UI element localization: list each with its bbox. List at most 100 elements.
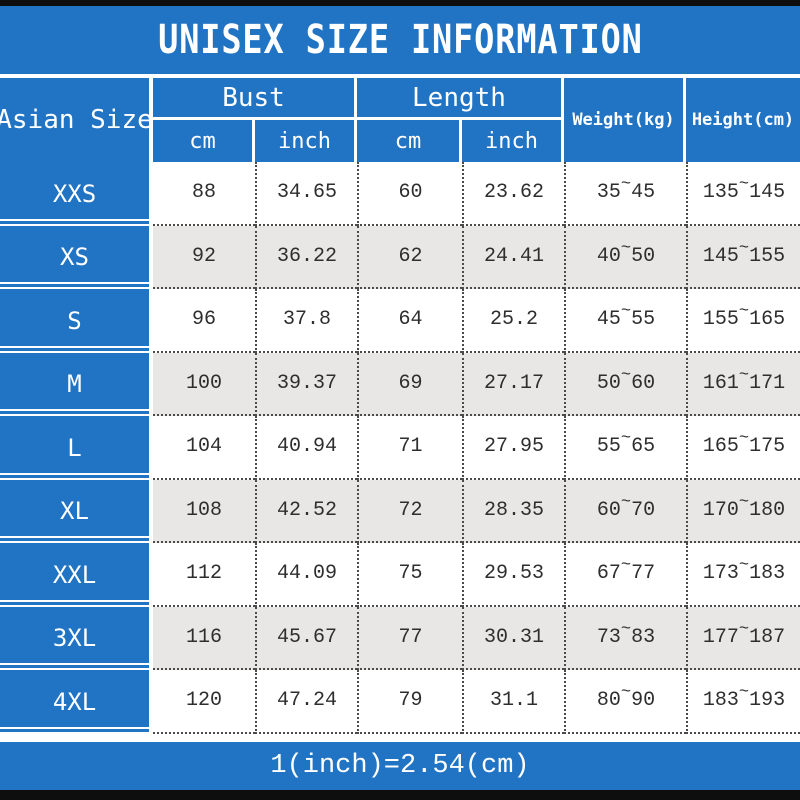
bottom-border-bar xyxy=(0,789,800,800)
tilde-separator: ~ xyxy=(620,175,632,195)
weight-max-value: 50 xyxy=(631,244,656,268)
length-inch-value: 27.17 xyxy=(462,352,564,416)
bust-cm-value: 88 xyxy=(153,162,255,226)
size-label: L xyxy=(0,416,153,480)
weight-range: 50 ~ 60 xyxy=(564,352,686,416)
subheader-length-cm: cm xyxy=(357,120,462,162)
height-range: 155 ~ 165 xyxy=(686,289,800,353)
size-label: 4XL xyxy=(0,670,153,734)
column-header-bust: Bust xyxy=(153,78,357,120)
height-range: 183 ~ 193 xyxy=(686,670,800,734)
height-max-value: 187 xyxy=(749,625,786,649)
conversion-note: 1(inch)=2.54(cm) xyxy=(270,750,530,781)
length-cm-value: 79 xyxy=(357,670,462,734)
bust-cm-value: 104 xyxy=(153,416,255,480)
table-body: XXS 88 34.65 60 23.62 35 ~ 45 135 ~ 145 … xyxy=(0,162,800,734)
weight-min-value: 60 xyxy=(596,498,621,522)
length-inch-value: 25.2 xyxy=(462,289,564,353)
weight-max-value: 90 xyxy=(631,689,656,713)
weight-range: 80 ~ 90 xyxy=(564,670,686,734)
bust-cm-value: 112 xyxy=(153,543,255,607)
height-min-value: 170 xyxy=(702,498,739,522)
length-inch-value: 27.95 xyxy=(462,416,564,480)
height-range: 145 ~ 155 xyxy=(686,225,800,289)
tilde-separator: ~ xyxy=(738,556,750,576)
bust-cm-value: 96 xyxy=(153,289,255,353)
bust-inch-value: 36.22 xyxy=(255,225,357,289)
column-header-height: Height(cm) xyxy=(686,78,800,162)
bust-inch-value: 34.65 xyxy=(255,162,357,226)
tilde-separator: ~ xyxy=(620,619,632,639)
weight-min-value: 73 xyxy=(596,625,621,649)
divider xyxy=(0,733,800,742)
length-cm-value: 72 xyxy=(357,479,462,543)
tilde-separator: ~ xyxy=(738,492,750,512)
subheader-length-inch: inch xyxy=(462,120,564,162)
table-row: XXL 112 44.09 75 29.53 67 ~ 77 173 ~ 183 xyxy=(0,543,800,607)
page-title: UNISEX SIZE INFORMATION xyxy=(157,17,643,63)
height-max-value: 171 xyxy=(749,371,786,395)
height-min-value: 161 xyxy=(702,371,739,395)
tilde-separator: ~ xyxy=(620,365,632,385)
height-min-value: 165 xyxy=(702,435,739,459)
weight-range: 45 ~ 55 xyxy=(564,289,686,353)
height-range: 177 ~ 187 xyxy=(686,606,800,670)
subheader-bust-cm: cm xyxy=(153,120,255,162)
weight-range: 67 ~ 77 xyxy=(564,543,686,607)
weight-min-value: 80 xyxy=(596,689,621,713)
conversion-note-bar: 1(inch)=2.54(cm) xyxy=(0,741,800,790)
height-min-value: 173 xyxy=(702,562,739,586)
height-max-value: 183 xyxy=(749,562,786,586)
weight-min-value: 55 xyxy=(596,435,621,459)
weight-min-value: 40 xyxy=(596,244,621,268)
size-label: XS xyxy=(0,225,153,289)
weight-max-value: 55 xyxy=(631,308,656,332)
weight-range: 40 ~ 50 xyxy=(564,225,686,289)
tilde-separator: ~ xyxy=(620,492,632,512)
height-max-value: 145 xyxy=(749,181,786,205)
bust-inch-value: 42.52 xyxy=(255,479,357,543)
length-cm-value: 69 xyxy=(357,352,462,416)
size-label: XXL xyxy=(0,543,153,607)
bust-inch-value: 47.24 xyxy=(255,670,357,734)
length-cm-value: 62 xyxy=(357,225,462,289)
tilde-separator: ~ xyxy=(620,556,632,576)
length-inch-value: 30.31 xyxy=(462,606,564,670)
length-inch-value: 31.1 xyxy=(462,670,564,734)
weight-max-value: 70 xyxy=(631,498,656,522)
length-cm-value: 64 xyxy=(357,289,462,353)
subheader-bust-inch: inch xyxy=(255,120,357,162)
height-max-value: 193 xyxy=(749,689,786,713)
table-row: 3XL 116 45.67 77 30.31 73 ~ 83 177 ~ 187 xyxy=(0,606,800,670)
length-cm-value: 75 xyxy=(357,543,462,607)
bust-cm-value: 108 xyxy=(153,479,255,543)
size-label: S xyxy=(0,289,153,353)
bust-inch-value: 39.37 xyxy=(255,352,357,416)
tilde-separator: ~ xyxy=(620,429,632,449)
bust-inch-value: 37.8 xyxy=(255,289,357,353)
weight-min-value: 67 xyxy=(596,562,621,586)
weight-max-value: 77 xyxy=(631,562,656,586)
bust-cm-value: 120 xyxy=(153,670,255,734)
height-range: 170 ~ 180 xyxy=(686,479,800,543)
tilde-separator: ~ xyxy=(620,238,632,258)
size-label: 3XL xyxy=(0,606,153,670)
tilde-separator: ~ xyxy=(738,429,750,449)
table-row: S 96 37.8 64 25.2 45 ~ 55 155 ~ 165 xyxy=(0,289,800,353)
weight-range: 60 ~ 70 xyxy=(564,479,686,543)
weight-max-value: 83 xyxy=(631,625,656,649)
weight-max-value: 45 xyxy=(631,181,656,205)
weight-min-value: 50 xyxy=(596,371,621,395)
weight-range: 73 ~ 83 xyxy=(564,606,686,670)
weight-min-value: 35 xyxy=(596,181,621,205)
height-min-value: 177 xyxy=(702,625,739,649)
divider xyxy=(0,74,800,78)
column-header-weight: Weight(kg) xyxy=(564,78,686,162)
height-max-value: 175 xyxy=(749,435,786,459)
tilde-separator: ~ xyxy=(620,302,632,322)
length-cm-value: 77 xyxy=(357,606,462,670)
length-inch-value: 23.62 xyxy=(462,162,564,226)
height-min-value: 135 xyxy=(702,181,739,205)
height-max-value: 155 xyxy=(749,244,786,268)
height-min-value: 145 xyxy=(702,244,739,268)
